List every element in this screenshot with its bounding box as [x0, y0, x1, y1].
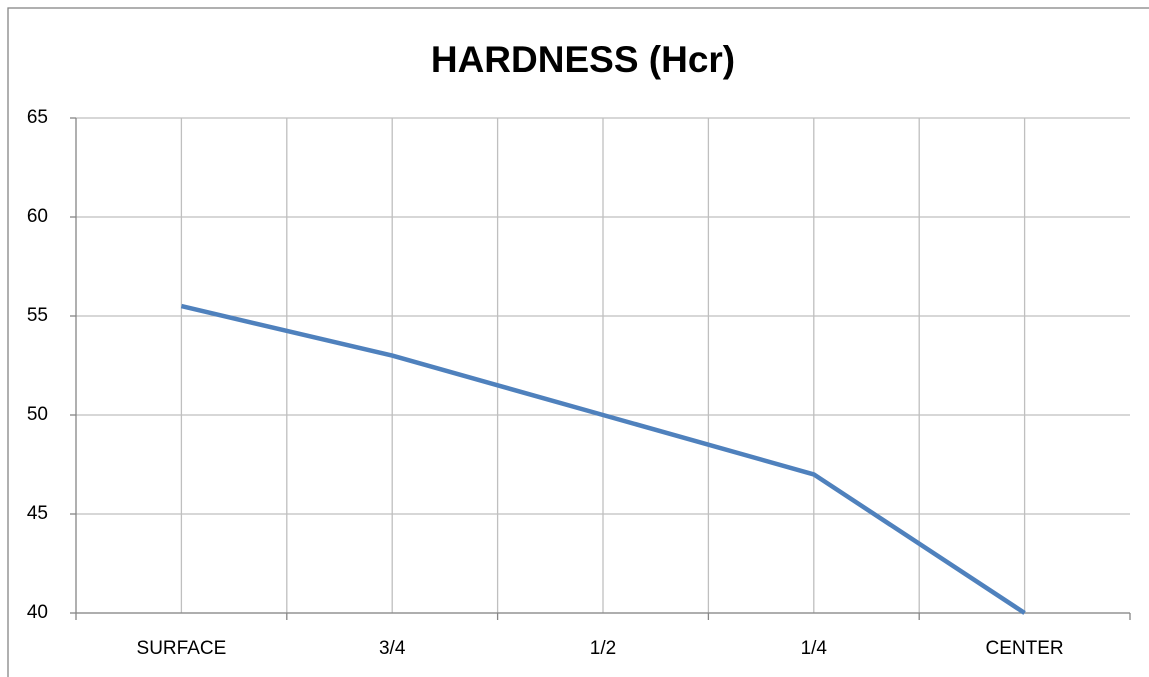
y-tick-label: 50 — [27, 404, 48, 425]
x-tick-label: SURFACE — [137, 638, 227, 659]
chart-title: HARDNESS (Hcr) — [431, 39, 735, 80]
y-tick-label: 40 — [27, 602, 48, 623]
y-tick-label: 55 — [27, 305, 48, 326]
x-tick-label: 1/4 — [801, 638, 828, 659]
x-tick-label: 1/2 — [590, 638, 616, 659]
y-tick-label: 60 — [27, 206, 48, 227]
y-tick-label: 45 — [27, 503, 48, 524]
y-tick-label: 65 — [27, 107, 48, 128]
data-line — [180, 303, 1026, 615]
x-tick-label: CENTER — [986, 638, 1064, 659]
chart-frame — [7, 7, 1149, 677]
x-tick-label: 3/4 — [379, 638, 406, 659]
